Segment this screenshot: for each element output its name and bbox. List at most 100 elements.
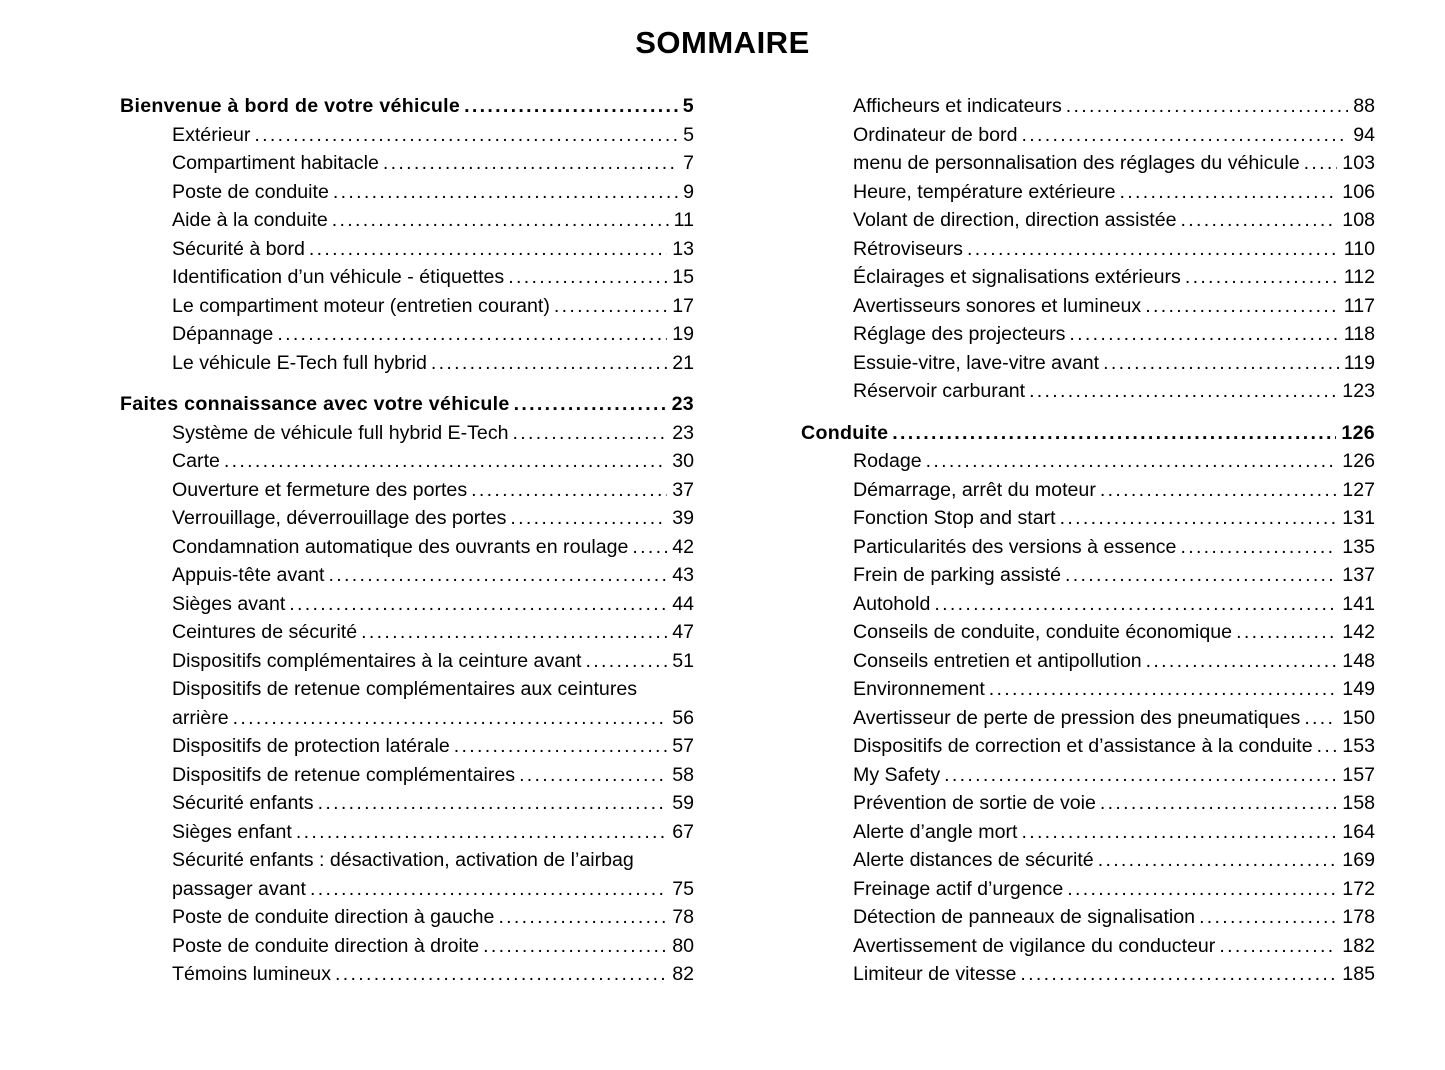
dot-leader xyxy=(277,320,667,349)
dot-leader xyxy=(1185,263,1339,292)
toc-entry-row: Dispositifs de protection latérale 57 xyxy=(172,732,694,761)
toc-entry-label: Détection de panneaux de signalisation xyxy=(853,906,1196,928)
dot-leader xyxy=(1100,476,1337,505)
toc-page-number: 11 xyxy=(673,209,694,231)
toc-entry: Témoins lumineux 82 xyxy=(120,960,694,989)
toc-entry-label: Ceintures de sécurité xyxy=(172,621,358,643)
toc-entry-label: Alerte d’angle mort xyxy=(853,820,1018,843)
toc-entry: My Safety 157 xyxy=(801,761,1375,790)
toc-entry-label: Ouverture et fermeture des portes xyxy=(172,478,468,501)
toc-entry-row: Environnement 149 xyxy=(853,675,1375,704)
toc-entry: Conseils entretien et antipollution 148 xyxy=(801,647,1375,676)
toc-entry-label: Sièges enfant xyxy=(172,820,292,843)
toc-entry: Démarrage, arrêt du moteur 127 xyxy=(801,476,1375,505)
toc-page-number: 5 xyxy=(682,95,694,117)
toc-entry: Conduite 126 xyxy=(801,419,1375,448)
dot-leader xyxy=(1066,92,1348,121)
toc-entry-row: Rétroviseurs 110 xyxy=(853,235,1375,264)
toc-entry-label: Avertisseur de perte de pression des pne… xyxy=(853,706,1301,729)
toc-entry-label: Conseils de conduite, conduite économiqu… xyxy=(853,621,1233,643)
dot-leader xyxy=(1103,349,1339,378)
toc-entry: Poste de conduite direction à droite 80 xyxy=(120,932,694,961)
toc-entry-label: Faites connaissance avec votre véhicule xyxy=(120,393,510,415)
dot-leader xyxy=(1304,149,1338,178)
toc-entry-row: Dépannage 19 xyxy=(172,320,694,349)
toc-entry-label: passager avant xyxy=(172,877,306,900)
dot-leader xyxy=(1304,704,1337,733)
dot-leader xyxy=(361,618,667,647)
toc-entry-label: Dispositifs de correction et d’assistanc… xyxy=(853,735,1313,757)
toc-page-number: 13 xyxy=(672,237,694,260)
dot-leader xyxy=(1069,320,1338,349)
toc-entry-row: Conseils de conduite, conduite économiqu… xyxy=(853,618,1375,647)
toc-entry-label: Identification d’un véhicule - étiquette… xyxy=(172,266,505,288)
toc-entry-row: Système de véhicule full hybrid E-Tech 23 xyxy=(172,419,694,448)
dot-leader xyxy=(498,903,667,932)
toc-entry-label: Poste de conduite xyxy=(172,180,329,203)
toc-entry-label: Le compartiment moteur (entretien couran… xyxy=(172,294,550,317)
toc-entry-label: Témoins lumineux xyxy=(172,963,331,985)
dot-leader xyxy=(514,390,667,419)
toc-entry-label: Poste de conduite direction à gauche xyxy=(172,906,495,928)
toc-entry: Poste de conduite direction à gauche 78 xyxy=(120,903,694,932)
toc-page-number: 108 xyxy=(1342,209,1375,231)
toc-entry-row: Aide à la conduite 11 xyxy=(172,206,694,235)
toc-entry-label: Sécurité à bord xyxy=(172,237,305,260)
toc-entry-label: My Safety xyxy=(853,763,941,786)
toc-entry: Système de véhicule full hybrid E-Tech 23 xyxy=(120,419,694,448)
toc-entry-row: Frein de parking assisté 137 xyxy=(853,561,1375,590)
toc-entry-row: Conseils entretien et antipollution 148 xyxy=(853,647,1375,676)
toc-entry-label: Extérieur xyxy=(172,123,251,146)
toc-page-number: 88 xyxy=(1353,95,1375,117)
toc-page-number: 23 xyxy=(672,421,694,444)
toc-entry-row: menu de personnalisation des réglages du… xyxy=(853,149,1375,178)
toc-entry-row: Sièges enfant 67 xyxy=(172,818,694,847)
toc-entry-row: Prévention de sortie de voie 158 xyxy=(853,789,1375,818)
toc-entry-label-line: Dispositifs de retenue complémentaires a… xyxy=(172,678,638,700)
toc-page-number: 164 xyxy=(1342,820,1375,843)
toc-entry-label: Aide à la conduite xyxy=(172,209,328,231)
toc-page-number: 47 xyxy=(672,621,694,643)
toc-entry: Particularités des versions à essence 135 xyxy=(801,533,1375,562)
toc-entry-label: Limiteur de vitesse xyxy=(853,963,1017,985)
toc-entry: Carte 30 xyxy=(120,447,694,476)
dot-leader xyxy=(585,647,667,676)
toc-entry-row: Le véhicule E-Tech full hybrid 21 xyxy=(172,349,694,378)
toc-entry: Autohold 141 xyxy=(801,590,1375,619)
toc-column-right: Afficheurs et indicateurs 88 Ordinateur de… xyxy=(801,92,1375,989)
toc-page-number: 59 xyxy=(672,792,694,814)
toc-entry: Ceintures de sécurité 47 xyxy=(120,618,694,647)
toc-entry-row: Verrouillage, déverrouillage des portes 3… xyxy=(172,504,694,533)
toc-page-number: 19 xyxy=(672,323,694,345)
toc-entry-row: Afficheurs et indicateurs 88 xyxy=(853,92,1375,121)
toc-entry-label: Fonction Stop and start xyxy=(853,507,1056,529)
toc-page-number: 57 xyxy=(672,735,694,757)
toc-page-number: 106 xyxy=(1342,180,1375,203)
dot-leader xyxy=(554,292,667,321)
toc-entry-label: Avertisseurs sonores et lumineux xyxy=(853,294,1142,317)
toc-entry: Le compartiment moteur (entretien couran… xyxy=(120,292,694,321)
dot-leader xyxy=(1021,818,1337,847)
dot-leader xyxy=(1236,618,1337,647)
toc-page-number: 43 xyxy=(672,564,694,586)
toc-entry-row: Bienvenue à bord de votre véhicule 5 xyxy=(120,92,694,121)
toc-entry-row: Compartiment habitacle 7 xyxy=(172,149,694,178)
toc-page-number: 126 xyxy=(1341,421,1375,444)
toc-entry-row: Le compartiment moteur (entretien couran… xyxy=(172,292,694,321)
toc-entry: Afficheurs et indicateurs 88 xyxy=(801,92,1375,121)
toc-entry-row: Avertissement de vigilance du conducteur… xyxy=(853,932,1375,961)
dot-leader xyxy=(309,235,667,264)
toc-entry-label: Prévention de sortie de voie xyxy=(853,792,1096,814)
toc-entry-label: Appuis-tête avant xyxy=(172,564,325,586)
dot-leader xyxy=(967,235,1339,264)
toc-entry-row: Faites connaissance avec votre véhicule 2… xyxy=(120,390,694,419)
toc-entry: Alerte d’angle mort 164 xyxy=(801,818,1375,847)
toc-entry-row: Réglage des projecteurs 118 xyxy=(853,320,1375,349)
toc-entry: Le véhicule E-Tech full hybrid 21 xyxy=(120,349,694,378)
toc-entry-label: Condamnation automatique des ouvrants en… xyxy=(172,535,629,558)
dot-leader xyxy=(1199,903,1337,932)
dot-leader xyxy=(333,178,678,207)
toc-entry-row: Dispositifs de correction et d’assistanc… xyxy=(853,732,1375,761)
toc-entry-row: My Safety 157 xyxy=(853,761,1375,790)
